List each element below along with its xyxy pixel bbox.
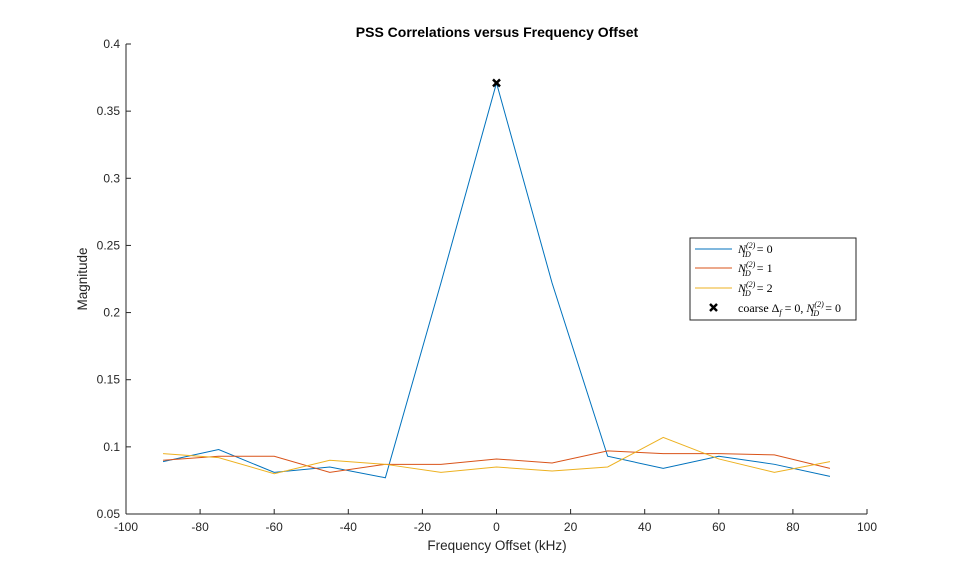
y-tick-label: 0.2 xyxy=(103,306,120,320)
y-tick-label: 0.25 xyxy=(97,238,121,252)
y-tick-label: 0.4 xyxy=(103,37,120,51)
x-tick-label: 60 xyxy=(712,520,726,534)
y-tick-label: 0.15 xyxy=(97,373,121,387)
y-tick-label: 0.3 xyxy=(103,171,120,185)
x-tick-label: 40 xyxy=(638,520,652,534)
x-ticks: -100 -80 -60 -40 -20 0 20 40 60 80 100 xyxy=(114,509,877,534)
x-tick-label: 20 xyxy=(564,520,578,534)
y-tick-label: 0.1 xyxy=(103,440,120,454)
legend-entry-series-0: N(2) ID = 0 xyxy=(737,241,773,259)
x-tick-label: -60 xyxy=(266,520,284,534)
series-line-1 xyxy=(163,450,831,473)
legend-swatch-marker xyxy=(709,303,718,312)
y-tick-label: 0.35 xyxy=(97,104,121,118)
y-tick-label: 0.05 xyxy=(97,507,121,521)
peak-marker-group xyxy=(492,78,501,88)
legend-entry-marker: coarse Δf = 0, N(2) ID = 0 xyxy=(738,300,841,318)
x-tick-label: 0 xyxy=(493,520,500,534)
x-tick-label: -40 xyxy=(340,520,358,534)
legend: N(2) ID = 0 N(2) ID = 1 N(2) ID = 2 coarse … xyxy=(689,237,857,321)
x-tick-label: -20 xyxy=(414,520,432,534)
peak-marker xyxy=(492,78,501,88)
legend-box xyxy=(689,237,857,321)
x-tick-label: 100 xyxy=(857,520,877,534)
x-tick-label: -80 xyxy=(191,520,209,534)
y-ticks: 0.05 0.1 0.15 0.2 0.25 0.3 0.35 0.4 xyxy=(97,37,131,521)
legend-entry-series-2: N(2) ID = 2 xyxy=(737,280,773,298)
x-axis-label: Frequency Offset (kHz) xyxy=(427,538,566,553)
legend-entry-series-1: N(2) ID = 1 xyxy=(737,260,773,278)
x-tick-label: -100 xyxy=(114,520,138,534)
series-line-2 xyxy=(163,436,831,475)
x-tick-label: 80 xyxy=(786,520,800,534)
chart-title: PSS Correlations versus Frequency Offset xyxy=(356,24,639,40)
y-axis-label: Magnitude xyxy=(75,247,90,310)
